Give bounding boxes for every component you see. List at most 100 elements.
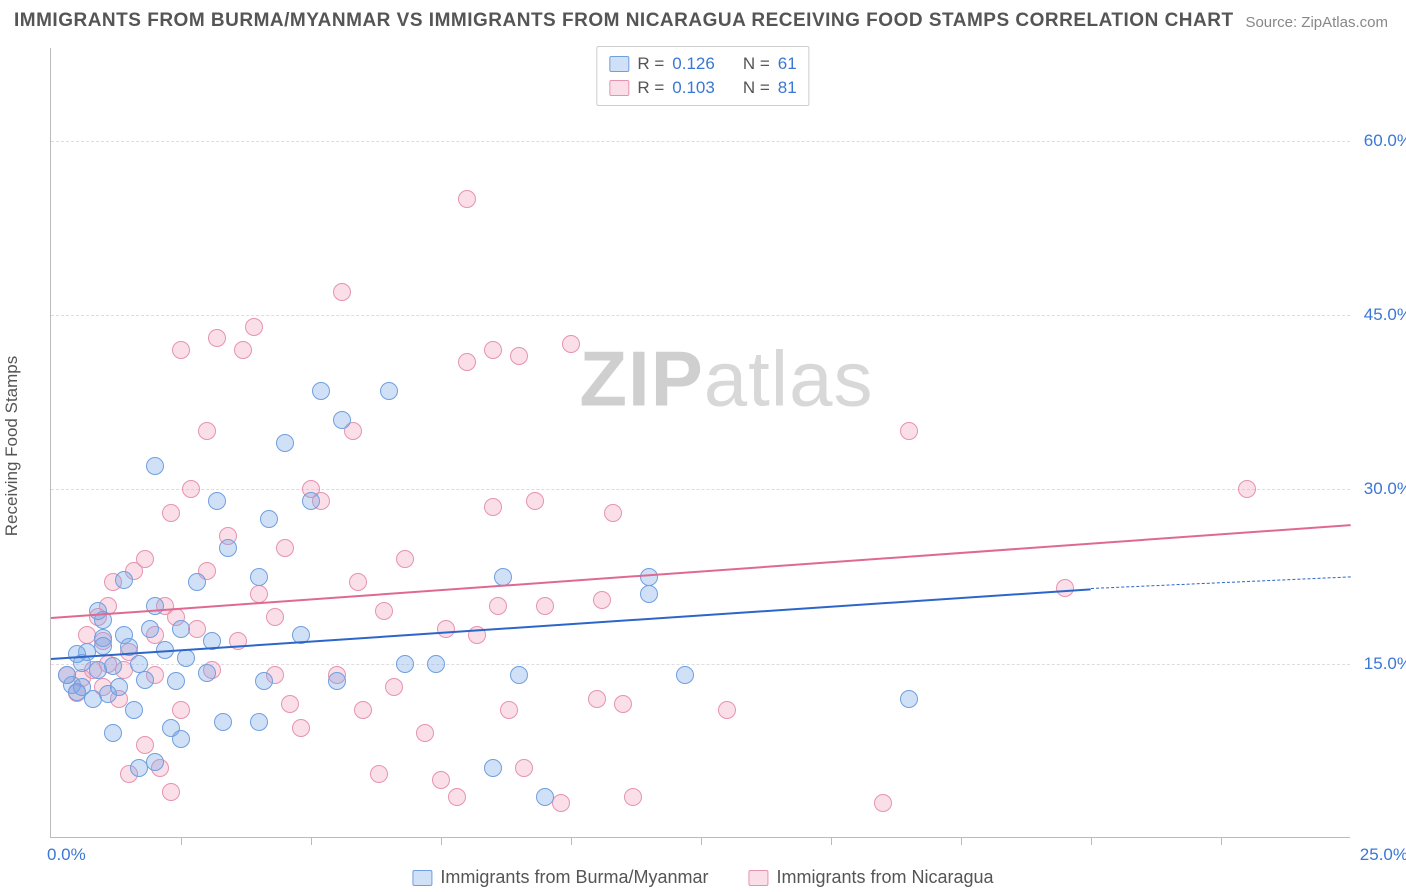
- scatter-point: [526, 492, 544, 510]
- scatter-point: [146, 457, 164, 475]
- scatter-point: [125, 701, 143, 719]
- scatter-point: [214, 713, 232, 731]
- scatter-point: [260, 510, 278, 528]
- scatter-point: [182, 480, 200, 498]
- scatter-point: [250, 568, 268, 586]
- trend-line: [1091, 577, 1351, 590]
- x-tick: [181, 837, 182, 845]
- scatter-point: [510, 666, 528, 684]
- trend-line: [51, 588, 1091, 660]
- scatter-point: [198, 664, 216, 682]
- scatter-point: [141, 620, 159, 638]
- legend-r-label: R =: [637, 76, 664, 100]
- scatter-point: [172, 730, 190, 748]
- scatter-point: [385, 678, 403, 696]
- scatter-point: [198, 422, 216, 440]
- scatter-point: [172, 341, 190, 359]
- watermark-rest: atlas: [704, 335, 874, 423]
- scatter-point: [484, 341, 502, 359]
- scatter-point: [614, 695, 632, 713]
- scatter-point: [104, 657, 122, 675]
- scatter-point: [536, 597, 554, 615]
- scatter-point: [167, 672, 185, 690]
- x-tick: [701, 837, 702, 845]
- scatter-point: [416, 724, 434, 742]
- scatter-point: [136, 671, 154, 689]
- legend-n-label: N =: [743, 76, 770, 100]
- scatter-point: [162, 504, 180, 522]
- scatter-point: [588, 690, 606, 708]
- scatter-point: [676, 666, 694, 684]
- scatter-point: [115, 571, 133, 589]
- scatter-point: [427, 655, 445, 673]
- scatter-point: [58, 666, 76, 684]
- x-tick: [1221, 837, 1222, 845]
- scatter-point: [510, 347, 528, 365]
- scatter-point: [396, 550, 414, 568]
- scatter-point: [276, 539, 294, 557]
- legend-r-value: 0.103: [672, 76, 715, 100]
- x-axis-min-label: 0.0%: [47, 845, 86, 865]
- legend-r-label: R =: [637, 52, 664, 76]
- scatter-point: [89, 602, 107, 620]
- scatter-point: [874, 794, 892, 812]
- scatter-point: [562, 335, 580, 353]
- scatter-point: [458, 190, 476, 208]
- x-tick: [1091, 837, 1092, 845]
- scatter-point: [375, 602, 393, 620]
- scatter-point: [104, 724, 122, 742]
- gridline: [51, 315, 1350, 316]
- gridline: [51, 664, 1350, 665]
- scatter-point: [432, 771, 450, 789]
- legend-stats-box: R =0.126N =61R =0.103N =81: [596, 46, 809, 106]
- y-axis-title: Receiving Food Stamps: [2, 356, 22, 536]
- scatter-point: [396, 655, 414, 673]
- scatter-point: [1238, 480, 1256, 498]
- gridline: [51, 141, 1350, 142]
- legend-series-label: Immigrants from Nicaragua: [776, 867, 993, 888]
- legend-series-item: Immigrants from Nicaragua: [748, 867, 993, 888]
- scatter-point: [250, 713, 268, 731]
- scatter-point: [312, 382, 330, 400]
- watermark: ZIPatlas: [579, 334, 873, 425]
- legend-n-value: 81: [778, 76, 797, 100]
- scatter-point: [276, 434, 294, 452]
- scatter-point: [604, 504, 622, 522]
- scatter-point: [370, 765, 388, 783]
- scatter-point: [110, 678, 128, 696]
- scatter-point: [640, 585, 658, 603]
- scatter-point: [208, 329, 226, 347]
- scatter-point: [208, 492, 226, 510]
- x-tick: [961, 837, 962, 845]
- scatter-point: [900, 422, 918, 440]
- watermark-bold: ZIP: [579, 335, 703, 423]
- scatter-point: [515, 759, 533, 777]
- scatter-plot-area: ZIPatlas 15.0%30.0%45.0%60.0%0.0%25.0%: [50, 48, 1350, 838]
- legend-swatch: [412, 870, 432, 886]
- legend-series-label: Immigrants from Burma/Myanmar: [440, 867, 708, 888]
- scatter-point: [484, 759, 502, 777]
- scatter-point: [484, 498, 502, 516]
- scatter-point: [188, 620, 206, 638]
- scatter-point: [333, 283, 351, 301]
- x-tick: [311, 837, 312, 845]
- scatter-point: [552, 794, 570, 812]
- scatter-point: [250, 585, 268, 603]
- scatter-point: [718, 701, 736, 719]
- scatter-point: [302, 492, 320, 510]
- scatter-point: [281, 695, 299, 713]
- y-tick-label: 15.0%: [1357, 654, 1406, 674]
- scatter-point: [94, 637, 112, 655]
- scatter-point: [136, 550, 154, 568]
- gridline: [51, 489, 1350, 490]
- scatter-point: [1056, 579, 1074, 597]
- legend-swatch: [609, 56, 629, 72]
- x-axis-max-label: 25.0%: [1353, 845, 1406, 865]
- scatter-point: [333, 411, 351, 429]
- scatter-point: [354, 701, 372, 719]
- legend-n-label: N =: [743, 52, 770, 76]
- y-tick-label: 60.0%: [1357, 131, 1406, 151]
- scatter-point: [172, 701, 190, 719]
- scatter-point: [380, 382, 398, 400]
- scatter-point: [500, 701, 518, 719]
